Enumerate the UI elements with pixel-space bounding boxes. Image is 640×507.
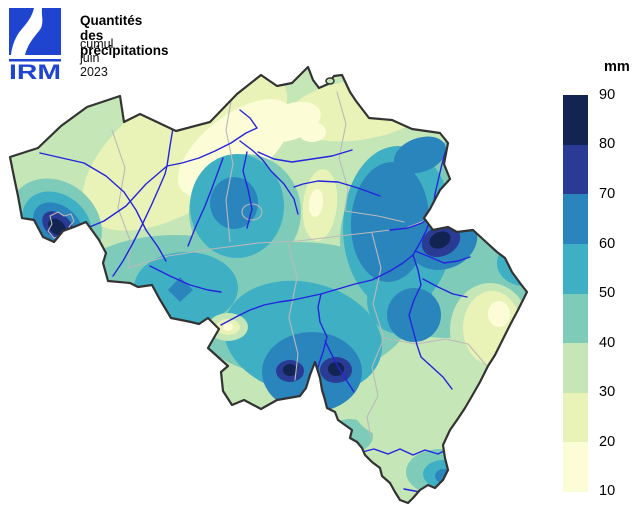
- river-path: [293, 180, 381, 197]
- brussels-boundary: [241, 203, 263, 221]
- river-path: [408, 254, 453, 390]
- contour-region: [82, 67, 288, 231]
- province-boundary: [111, 129, 132, 269]
- river-path: [422, 278, 468, 298]
- province-boundary: [383, 337, 487, 366]
- logo-rule: [9, 59, 61, 62]
- contour-region: [387, 288, 441, 342]
- contour-region: [308, 189, 324, 217]
- rivers-layer: [39, 109, 471, 493]
- irm-logo: IRM: [9, 8, 61, 82]
- legend-color-swatch: [563, 95, 588, 145]
- province-boundary: [344, 210, 405, 223]
- contour-region: [210, 177, 258, 229]
- river-path: [316, 141, 450, 371]
- exclave-outline: [325, 77, 335, 85]
- legend-tick-label: 40: [599, 335, 616, 351]
- contour-region: [168, 277, 193, 302]
- contour-region: [497, 240, 527, 286]
- legend-tick-label: 50: [599, 285, 616, 301]
- river-path: [149, 265, 222, 293]
- legend-color-swatch: [563, 194, 588, 244]
- province-boundaries-layer: [47, 91, 487, 439]
- logo-shape-right: [25, 8, 61, 55]
- river-path: [166, 127, 174, 167]
- legend-color-swatch: [563, 144, 588, 195]
- province-boundary: [429, 216, 474, 223]
- river-path: [257, 149, 353, 163]
- province-boundary: [287, 242, 299, 381]
- page-subtitle: cumul juin 2023: [80, 37, 114, 79]
- river-path: [414, 250, 471, 264]
- legend-unit-label: mm: [604, 59, 630, 75]
- legend-tick-label: 60: [599, 236, 616, 252]
- contour-region: [223, 323, 233, 331]
- province-boundary: [366, 337, 385, 439]
- province-boundary: [336, 91, 349, 212]
- river-path: [220, 293, 322, 326]
- legend-tick-label: 70: [599, 186, 616, 202]
- legend-tick-label: 90: [599, 87, 616, 103]
- contour-region: [295, 467, 341, 497]
- province-boundary: [371, 232, 385, 339]
- contour-region: [352, 368, 452, 440]
- contour-region: [463, 291, 521, 365]
- contour-region: [488, 301, 510, 327]
- contour-region: [429, 231, 451, 249]
- legend-color-swatch: [563, 343, 588, 393]
- river-path: [187, 157, 224, 247]
- legend-color-swatch: [563, 442, 588, 492]
- legend-color-swatch: [563, 293, 588, 344]
- contour-region: [328, 362, 344, 376]
- contour-region: [393, 136, 447, 174]
- logo-shape-left: [9, 8, 34, 55]
- contour-region: [298, 122, 326, 142]
- legend-tick-label: 20: [599, 434, 616, 450]
- legend-tick-label: 80: [599, 136, 616, 152]
- logo-text: IRM: [9, 61, 61, 82]
- river-path: [324, 340, 355, 393]
- legend-tick-label: 10: [599, 483, 616, 499]
- legend-color-swatch: [563, 243, 588, 294]
- country-outline: [8, 65, 529, 505]
- river-path: [239, 140, 299, 215]
- river-path: [242, 151, 253, 229]
- province-boundary: [225, 95, 234, 243]
- contour-region: [514, 255, 527, 275]
- legend-color-swatch: [563, 392, 588, 443]
- contour-region: [307, 475, 329, 489]
- river-path: [112, 109, 258, 277]
- legend-colorbar: [563, 95, 588, 492]
- legend-tick-label: 30: [599, 384, 616, 400]
- river-path: [39, 152, 167, 262]
- page-title: Quantités des précipitations: [80, 13, 169, 58]
- contour-region: [283, 364, 297, 376]
- contour-layer-dry: [82, 67, 430, 241]
